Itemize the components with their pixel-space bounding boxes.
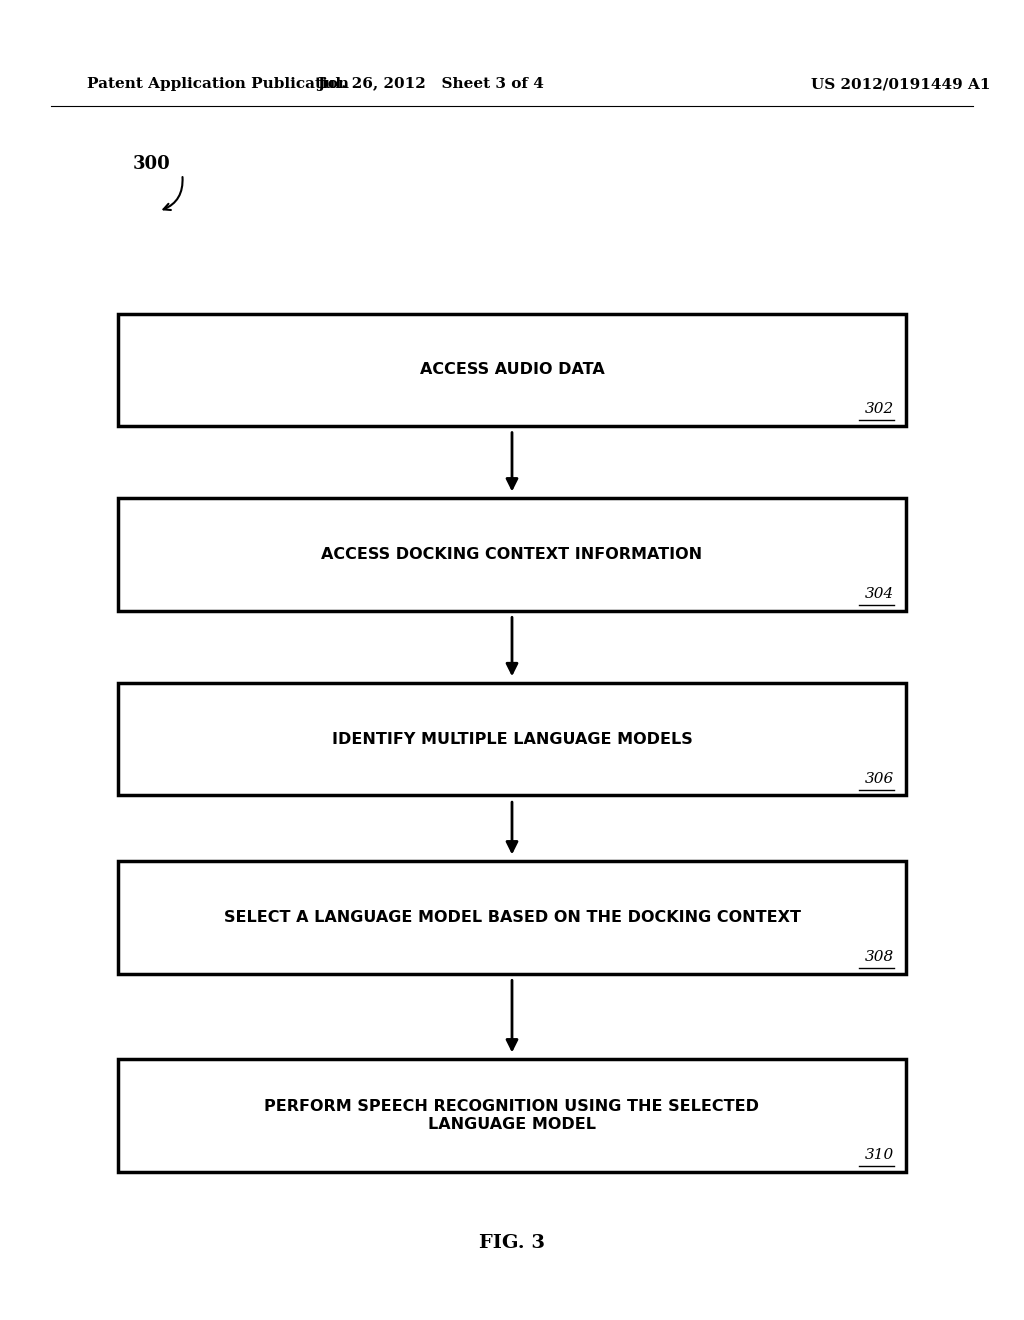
Text: US 2012/0191449 A1: US 2012/0191449 A1 (811, 78, 991, 91)
FancyArrowPatch shape (507, 618, 517, 673)
FancyBboxPatch shape (118, 682, 906, 795)
FancyBboxPatch shape (118, 314, 906, 425)
Text: PERFORM SPEECH RECOGNITION USING THE SELECTED
LANGUAGE MODEL: PERFORM SPEECH RECOGNITION USING THE SEL… (264, 1100, 760, 1131)
FancyBboxPatch shape (118, 861, 906, 974)
Text: SELECT A LANGUAGE MODEL BASED ON THE DOCKING CONTEXT: SELECT A LANGUAGE MODEL BASED ON THE DOC… (223, 909, 801, 925)
Text: 300: 300 (133, 154, 171, 173)
Text: Jul. 26, 2012   Sheet 3 of 4: Jul. 26, 2012 Sheet 3 of 4 (316, 78, 544, 91)
Text: 302: 302 (864, 403, 894, 417)
FancyArrowPatch shape (164, 177, 182, 210)
Text: 306: 306 (864, 772, 894, 785)
Text: ACCESS DOCKING CONTEXT INFORMATION: ACCESS DOCKING CONTEXT INFORMATION (322, 546, 702, 562)
FancyBboxPatch shape (118, 499, 906, 610)
FancyArrowPatch shape (507, 433, 517, 488)
Text: FIG. 3: FIG. 3 (479, 1234, 545, 1253)
Text: 304: 304 (864, 587, 894, 602)
Text: IDENTIFY MULTIPLE LANGUAGE MODELS: IDENTIFY MULTIPLE LANGUAGE MODELS (332, 731, 692, 747)
Text: 308: 308 (864, 950, 894, 964)
Text: ACCESS AUDIO DATA: ACCESS AUDIO DATA (420, 362, 604, 378)
FancyBboxPatch shape (118, 1059, 906, 1172)
FancyArrowPatch shape (507, 981, 517, 1049)
Text: 310: 310 (864, 1148, 894, 1163)
FancyArrowPatch shape (507, 803, 517, 851)
Text: Patent Application Publication: Patent Application Publication (87, 78, 349, 91)
